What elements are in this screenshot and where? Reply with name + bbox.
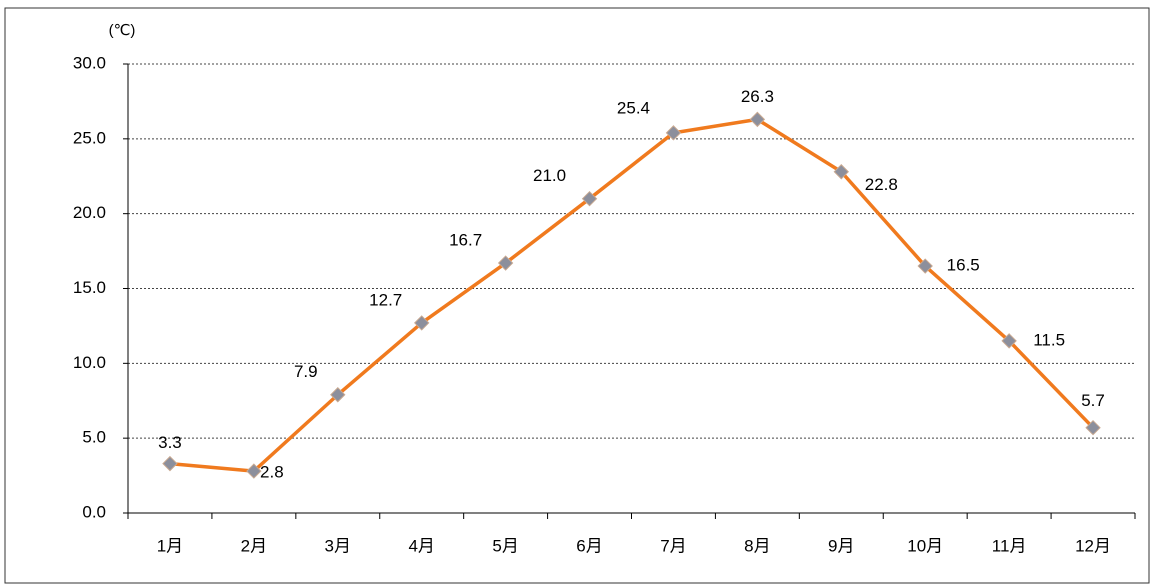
marker	[1001, 333, 1017, 349]
y-tick-label: 20.0	[73, 203, 106, 222]
x-tick-label: 5月	[492, 536, 518, 555]
x-tick-label: 8月	[744, 536, 770, 555]
marker	[665, 125, 682, 141]
data-label: 5.7	[1081, 391, 1105, 410]
marker	[414, 315, 430, 331]
data-label: 16.7	[449, 231, 482, 250]
x-tick-label: 2月	[241, 536, 267, 555]
data-label: 16.5	[947, 256, 980, 275]
data-label: 21.0	[533, 166, 566, 185]
data-label: 11.5	[1033, 330, 1065, 349]
x-tick-label: 6月	[576, 536, 602, 555]
x-tick-label: 3月	[325, 536, 351, 555]
marker	[497, 255, 514, 271]
y-tick-label: 0.0	[82, 502, 106, 521]
y-tick-label: 25.0	[73, 128, 106, 147]
data-label: 3.3	[158, 433, 182, 452]
x-tick-label: 11月	[992, 536, 1027, 555]
y-unit: (℃)	[109, 22, 136, 39]
marker	[917, 258, 933, 274]
line	[169, 117, 1095, 473]
data-label: 26.3	[741, 87, 774, 106]
marker	[1085, 419, 1101, 436]
marker	[749, 111, 766, 128]
data-label: 7.9	[294, 362, 318, 381]
chart-frame	[4, 7, 1150, 584]
marker	[833, 164, 849, 180]
y-tick-label: 15.0	[73, 278, 106, 297]
x-tick-label: 1月	[157, 536, 183, 555]
marker	[246, 463, 262, 479]
x-tick-label: 12月	[1075, 536, 1111, 555]
marker	[581, 190, 598, 207]
y-tick-label: 5.0	[82, 428, 106, 447]
data-label: 12.7	[369, 290, 402, 309]
x-tick-label: 10月	[907, 536, 943, 555]
x-tick-label: 4月	[408, 536, 434, 555]
x-tick-label: 9月	[828, 536, 854, 555]
marker	[162, 455, 178, 472]
marker	[330, 387, 346, 403]
y-tick-label: 10.0	[73, 353, 106, 372]
y-tick-label: 30.0	[73, 53, 106, 72]
data-label: 25.4	[617, 98, 650, 117]
data-label: 2.8	[260, 463, 284, 482]
data-label: 22.8	[865, 175, 898, 194]
x-tick-label: 7月	[660, 536, 686, 555]
